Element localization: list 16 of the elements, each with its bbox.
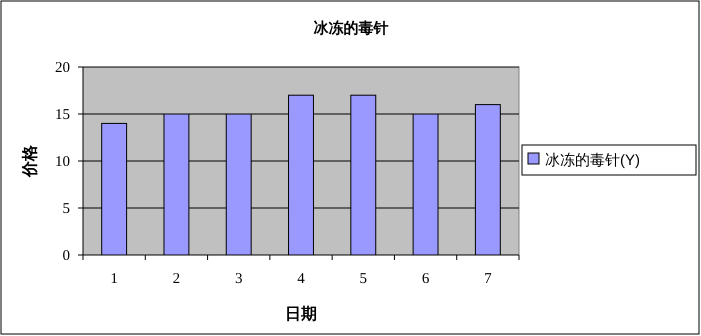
x-tick-label: 2 — [172, 271, 180, 287]
x-tick-label: 4 — [297, 271, 306, 287]
chart-title: 冰冻的毒针 — [314, 20, 388, 37]
x-tick-label: 7 — [484, 271, 492, 287]
y-tick-label: 5 — [62, 201, 70, 217]
y-tick-label: 15 — [55, 107, 70, 123]
y-axis-title: 价格 — [21, 144, 39, 178]
x-tick-label: 5 — [360, 271, 368, 287]
legend-label: 冰冻的毒针(Y) — [545, 152, 640, 169]
y-tick-label: 20 — [55, 60, 70, 76]
y-tick-label: 0 — [62, 248, 70, 264]
x-axis-title: 日期 — [285, 305, 317, 323]
x-tick-label: 1 — [110, 271, 118, 287]
y-tick-label: 10 — [55, 154, 70, 170]
x-tick-label: 6 — [422, 271, 430, 287]
x-tick-label: 3 — [234, 271, 242, 287]
